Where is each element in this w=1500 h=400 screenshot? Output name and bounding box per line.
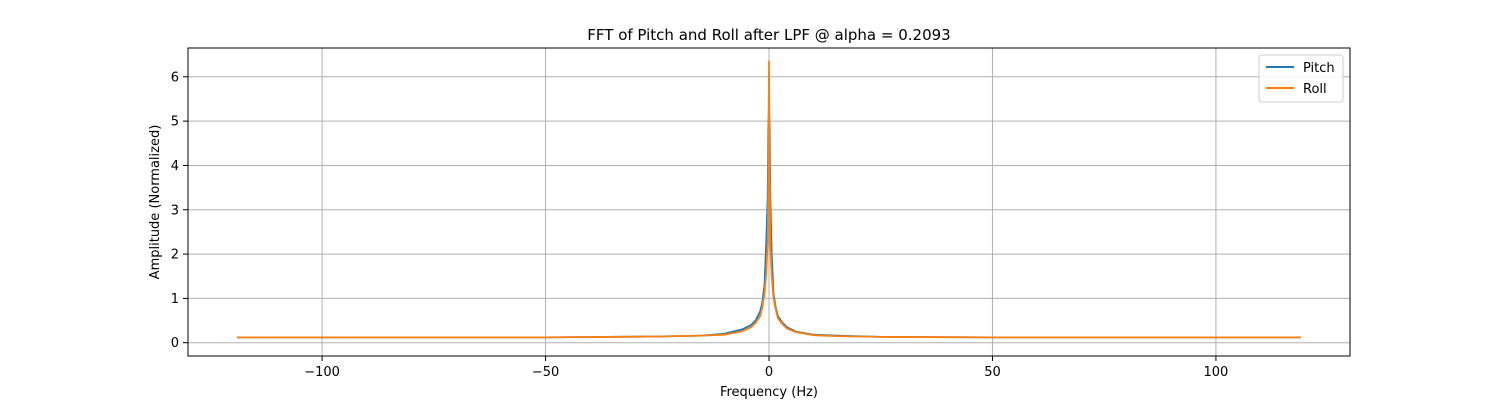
x-tick-label: 100 — [1204, 365, 1229, 380]
x-tick-label: 0 — [765, 365, 773, 380]
y-tick-label: 6 — [171, 70, 179, 85]
y-tick-label: 4 — [171, 159, 179, 174]
legend: Pitch Roll — [1258, 54, 1344, 103]
y-axis-title: Amplitude (Normalized) — [148, 125, 163, 280]
y-tick-label: 0 — [171, 336, 179, 351]
grid-lines — [188, 48, 1350, 356]
y-tick-label: 2 — [171, 248, 179, 263]
legend-label-pitch: Pitch — [1303, 61, 1335, 76]
x-tick-label: 50 — [984, 365, 1001, 380]
chart-title: FFT of Pitch and Roll after LPF @ alpha … — [587, 26, 950, 44]
x-axis-title: Frequency (Hz) — [720, 385, 818, 400]
series-lines — [237, 60, 1301, 339]
legend-label-roll: Roll — [1303, 82, 1327, 97]
y-tick-label: 3 — [171, 203, 179, 218]
x-tick-label: −50 — [532, 365, 559, 380]
y-tick-label: 5 — [171, 115, 179, 130]
y-tick-label: 1 — [171, 292, 179, 307]
x-tick-label: −100 — [304, 365, 340, 380]
axis-ticks: −100 −50 0 50 100 0 1 2 3 4 5 6 — [171, 70, 1229, 380]
series-line-roll — [237, 60, 1301, 339]
